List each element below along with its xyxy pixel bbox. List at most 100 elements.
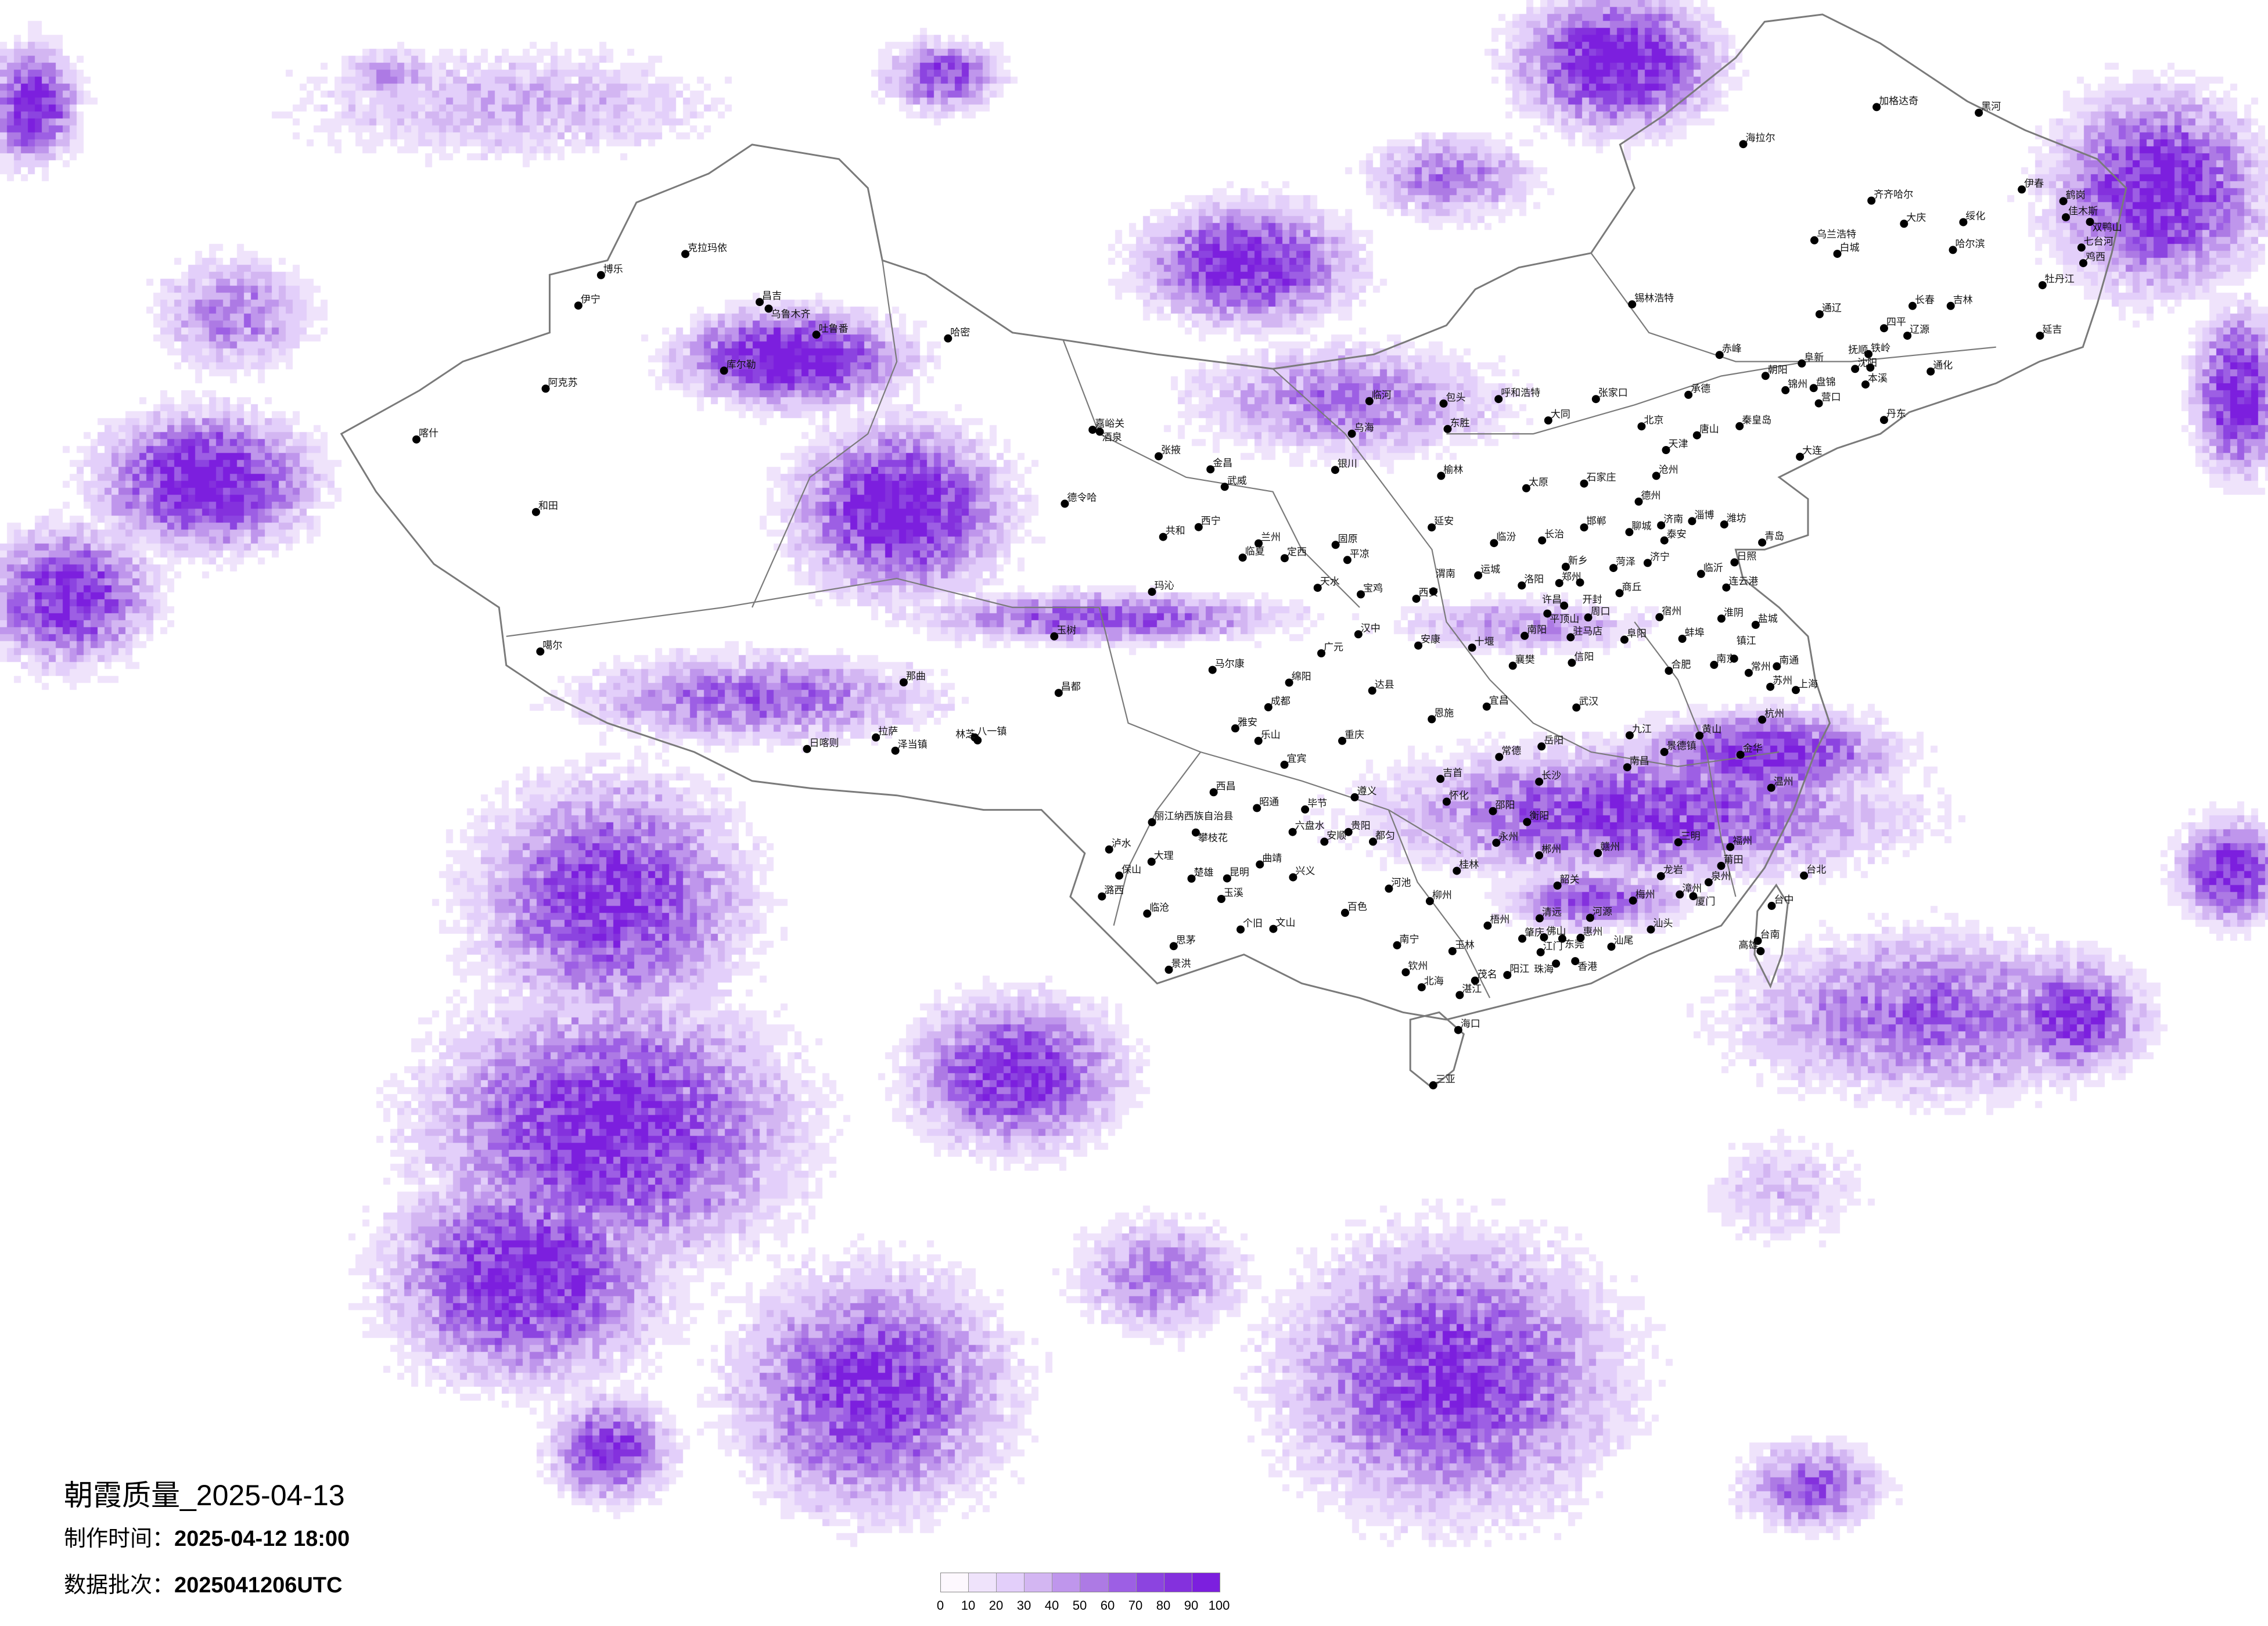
city: 锦州 <box>1781 379 1807 394</box>
city-marker <box>1689 892 1698 901</box>
city-marker <box>1571 957 1580 966</box>
city-marker <box>574 301 583 310</box>
city: 惠州 <box>1576 926 1602 942</box>
city-label: 朝阳 <box>1768 364 1788 376</box>
city-marker <box>1369 837 1377 846</box>
city: 加格达奇 <box>1872 95 1918 111</box>
city: 乌鲁木齐 <box>764 304 811 321</box>
legend-swatch <box>1164 1573 1192 1592</box>
city-label: 加格达奇 <box>1879 95 1918 107</box>
city: 连云港 <box>1722 576 1758 592</box>
city-marker <box>1436 775 1445 783</box>
city: 台中 <box>1767 894 1794 910</box>
city-marker <box>1223 874 1231 883</box>
city-label: 固原 <box>1338 533 1358 545</box>
city-marker <box>1191 828 1200 837</box>
city-marker <box>1538 536 1547 545</box>
city: 柳州 <box>1425 890 1452 905</box>
city-marker <box>1453 866 1461 875</box>
city-label: 淄博 <box>1694 509 1714 521</box>
city: 安康 <box>1414 634 1440 650</box>
city-marker <box>973 736 982 744</box>
city-marker <box>1656 872 1665 880</box>
city-label: 酒泉 <box>1102 431 1122 443</box>
city-marker <box>1652 472 1660 480</box>
city-label: 郴州 <box>1541 844 1561 855</box>
city-marker <box>1872 103 1881 111</box>
city: 景德镇 <box>1660 740 1696 756</box>
city-marker <box>1576 933 1585 942</box>
city-marker <box>1285 678 1293 687</box>
city-label: 临沧 <box>1149 902 1169 913</box>
data-batch-label: 数据批次： <box>64 1572 175 1598</box>
city-label: 本溪 <box>1868 373 1888 384</box>
city: 重庆 <box>1338 729 1364 745</box>
city: 宜宾 <box>1280 753 1307 769</box>
city: 攀枝花 <box>1191 828 1228 844</box>
city-label: 十堰 <box>1475 636 1494 647</box>
city-label: 秦皇岛 <box>1742 415 1771 426</box>
city-label: 长沙 <box>1541 770 1561 782</box>
city-marker <box>1761 372 1770 380</box>
city-label: 双鸭山 <box>2093 222 2122 233</box>
city-label: 天水 <box>1320 576 1340 588</box>
country-borders <box>340 13 2127 1089</box>
city: 黑河 <box>1975 101 2001 117</box>
city-marker <box>764 304 773 313</box>
city-marker <box>1629 896 1637 905</box>
city-marker <box>2077 243 2086 252</box>
city-label: 临汾 <box>1496 531 1516 543</box>
city-label: 东胜 <box>1450 418 1470 429</box>
city-label: 吉林 <box>1953 294 1973 306</box>
city-marker <box>1288 828 1297 836</box>
city: 铁岭 <box>1864 343 1890 358</box>
city-label: 金昌 <box>1213 458 1232 469</box>
city-label: 江门 <box>1543 941 1563 952</box>
city: 丹东 <box>1879 408 1906 425</box>
city-label: 九江 <box>1632 724 1652 735</box>
city: 双鸭山 <box>2086 218 2122 233</box>
city-label: 喀什 <box>419 428 438 440</box>
legend-tick-label: 90 <box>1184 1598 1199 1613</box>
city: 佛山 <box>1540 926 1566 941</box>
city-marker <box>1758 538 1767 547</box>
city: 宜昌 <box>1482 695 1509 711</box>
city-label: 沧州 <box>1659 464 1678 476</box>
city: 银川 <box>1331 458 1357 474</box>
city-marker <box>1561 563 1570 571</box>
city-label: 丽江纳西族自治县 <box>1155 811 1234 822</box>
city: 鹤岗 <box>2059 189 2086 206</box>
city-label: 乌海 <box>1354 422 1374 434</box>
city: 邯郸 <box>1580 516 1606 532</box>
city-marker <box>1866 364 1875 372</box>
legend-tick-label: 30 <box>1016 1598 1031 1613</box>
city-marker <box>1054 689 1063 697</box>
city-label: 保山 <box>1122 864 1141 876</box>
city-label: 合肥 <box>1671 659 1691 671</box>
city-marker <box>1442 797 1451 806</box>
city: 伊春 <box>2018 178 2044 194</box>
city-marker <box>1660 747 1669 756</box>
city-label: 黑河 <box>1981 101 2001 113</box>
city-label: 武威 <box>1227 475 1247 487</box>
city: 个旧 <box>1237 918 1263 934</box>
city-label: 镇江 <box>1737 635 1756 647</box>
city-marker <box>1143 909 1152 918</box>
city-marker <box>1959 218 1968 226</box>
city-label: 日喀则 <box>810 738 839 749</box>
city-marker <box>1208 665 1217 674</box>
city-label: 太原 <box>1529 477 1548 488</box>
city-label: 文山 <box>1275 918 1295 929</box>
legend-tick-label: 0 <box>936 1598 944 1613</box>
city-marker <box>1900 220 1908 228</box>
city: 伊宁 <box>574 294 601 310</box>
city-label: 吉首 <box>1443 767 1462 779</box>
city-label: 常德 <box>1501 746 1521 757</box>
city-label: 汕尾 <box>1613 935 1633 947</box>
city-marker <box>1908 301 1917 310</box>
city: 潍坊 <box>1720 513 1746 529</box>
city-marker <box>1540 933 1548 941</box>
city-label: 茂名 <box>1478 969 1497 981</box>
city-label: 青岛 <box>1764 531 1784 542</box>
city: 宿州 <box>1655 606 1681 621</box>
